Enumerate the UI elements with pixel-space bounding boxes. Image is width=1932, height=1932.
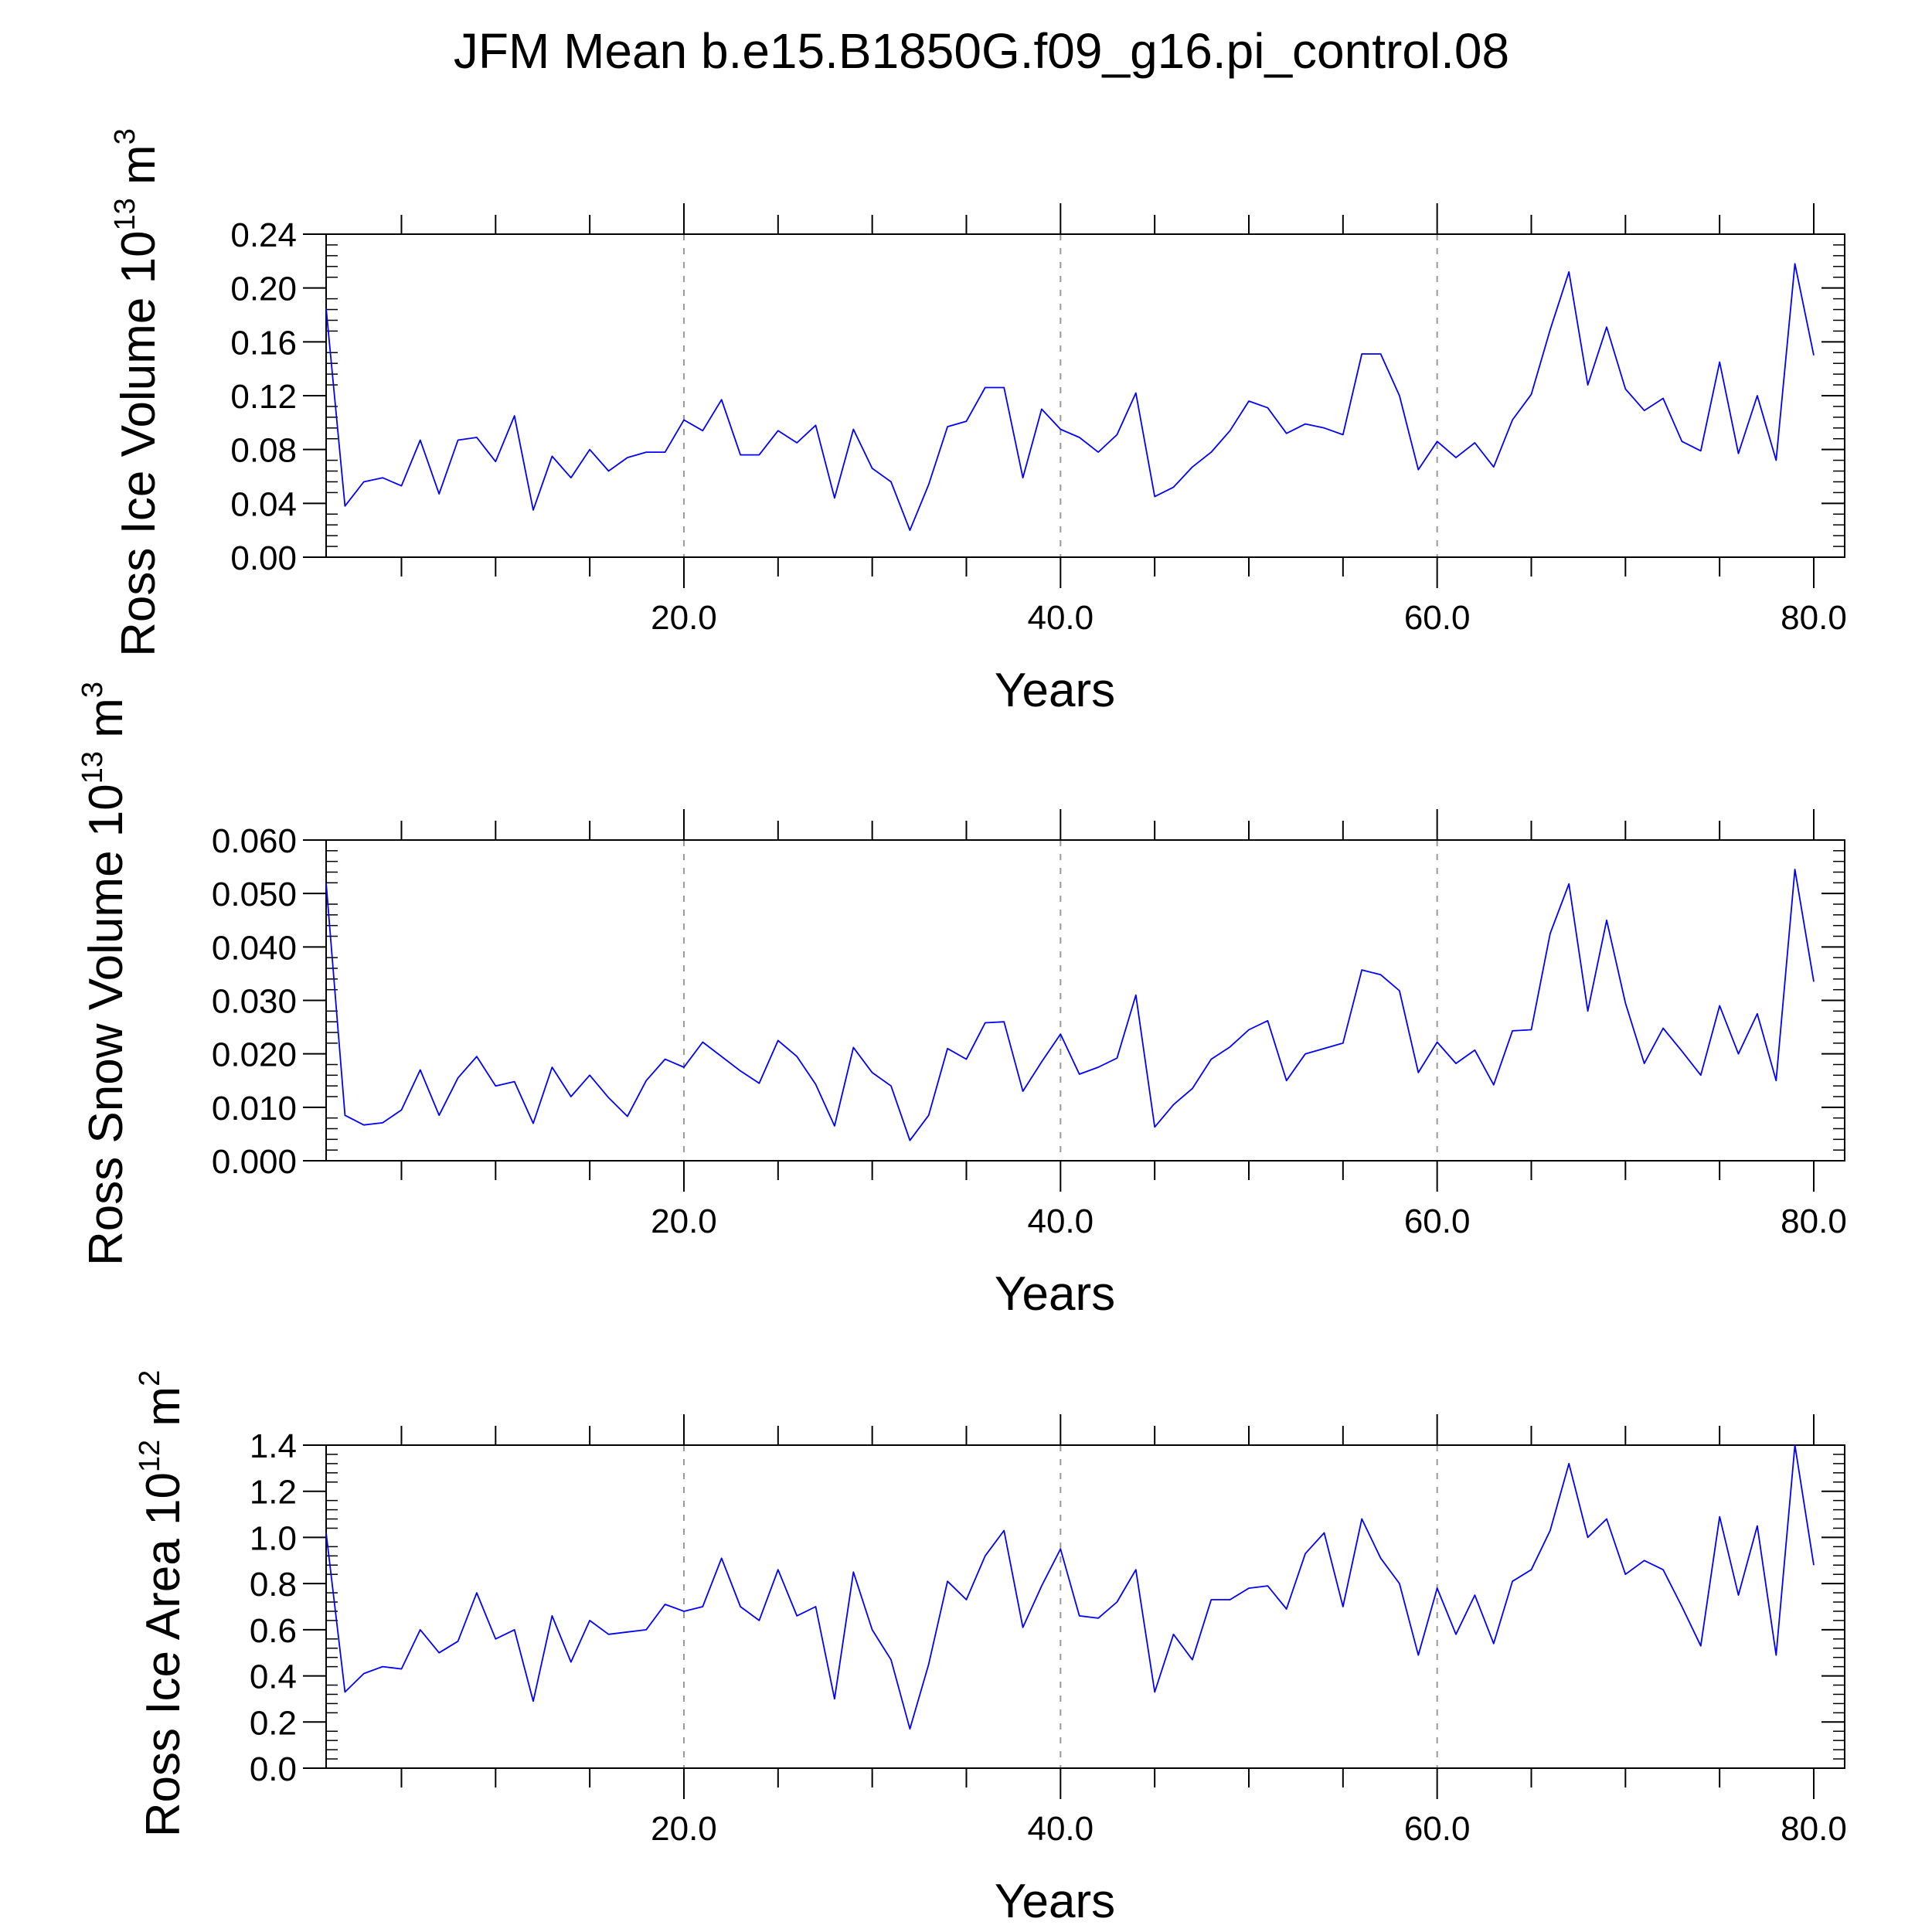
y-tick-label: 0.20 xyxy=(230,270,297,308)
data-series-line-1 xyxy=(325,869,1815,1141)
figure-title: JFM Mean b.e15.B1850G.f09_g16.pi_control… xyxy=(454,23,1509,79)
y-tick-label: 0.040 xyxy=(212,929,297,967)
y-tick-label: 0.020 xyxy=(212,1036,297,1074)
plot-frame xyxy=(325,1444,1845,1769)
y-tick-label: 0.030 xyxy=(212,983,297,1021)
y-tick-label: 0.000 xyxy=(212,1143,297,1181)
x-tick-label: 40.0 xyxy=(1027,599,1094,637)
x-tick-label: 80.0 xyxy=(1781,1202,1847,1240)
x-tick-label: 20.0 xyxy=(651,599,717,637)
chart-panels: 0.00 0.04 0.08 0.12 0.16 0.20 0.24 20.0 40.0 60.0… xyxy=(77,128,1847,1928)
x-tick-label: 80.0 xyxy=(1781,599,1847,637)
x-tick-label: 20.0 xyxy=(651,1202,717,1240)
chart-panel-2: 0.000 0.010 0.020 0.030 0.040 0.050 0.060 20.0 4… xyxy=(77,682,1847,1321)
x-tick-label: 60.0 xyxy=(1404,1810,1471,1848)
y-tick-label: 0.0 xyxy=(250,1750,297,1788)
data-series-line-1 xyxy=(325,1444,1815,1730)
y-tick-label: 0.16 xyxy=(230,324,297,362)
y-tick-label: 0.010 xyxy=(212,1090,297,1128)
y-tick-label: 0.4 xyxy=(250,1658,297,1696)
plot-frame xyxy=(325,233,1845,558)
y-axis-label: Ross Snow Volume 1013 m3 xyxy=(77,682,133,1266)
y-tick-label: 0.24 xyxy=(230,216,297,254)
y-tick-label: 0.060 xyxy=(212,822,297,860)
x-tick-label: 40.0 xyxy=(1027,1202,1094,1240)
y-tick-label: 0.12 xyxy=(230,378,297,416)
y-tick-label: 0.2 xyxy=(250,1704,297,1742)
y-axis-label: Ross Ice Volume 1013 m3 xyxy=(109,128,165,657)
y-tick-label: 0.08 xyxy=(230,432,297,470)
y-tick-label: 1.4 xyxy=(250,1427,297,1465)
y-axis-label: Ross Ice Area 1012 m2 xyxy=(134,1370,190,1837)
x-tick-label: 60.0 xyxy=(1404,599,1471,637)
data-series-line-1 xyxy=(325,263,1815,532)
y-tick-label: 0.8 xyxy=(250,1566,297,1604)
y-tick-label: 1.2 xyxy=(250,1474,297,1512)
x-axis-label: Years xyxy=(995,1875,1115,1928)
y-tick-label: 0.00 xyxy=(230,539,297,577)
x-axis-label: Years xyxy=(995,664,1115,717)
y-tick-label: 1.0 xyxy=(250,1519,297,1557)
x-axis-label: Years xyxy=(995,1267,1115,1321)
x-tick-label: 20.0 xyxy=(651,1810,717,1848)
y-tick-label: 0.050 xyxy=(212,876,297,913)
chart-panel-1: 0.00 0.04 0.08 0.12 0.16 0.20 0.24 20.0 40.0 60.0… xyxy=(109,128,1847,717)
chart-panel-3: 0.0 0.2 0.4 0.6 0.8 1.0 1.2 1.4 20.0 40.0 60.0 80.0… xyxy=(134,1370,1847,1928)
x-tick-label: 80.0 xyxy=(1781,1810,1847,1848)
y-tick-label: 0.04 xyxy=(230,485,297,523)
y-tick-label: 0.6 xyxy=(250,1612,297,1650)
plot-frame xyxy=(325,839,1845,1162)
x-tick-label: 40.0 xyxy=(1027,1810,1094,1848)
x-tick-label: 60.0 xyxy=(1404,1202,1471,1240)
